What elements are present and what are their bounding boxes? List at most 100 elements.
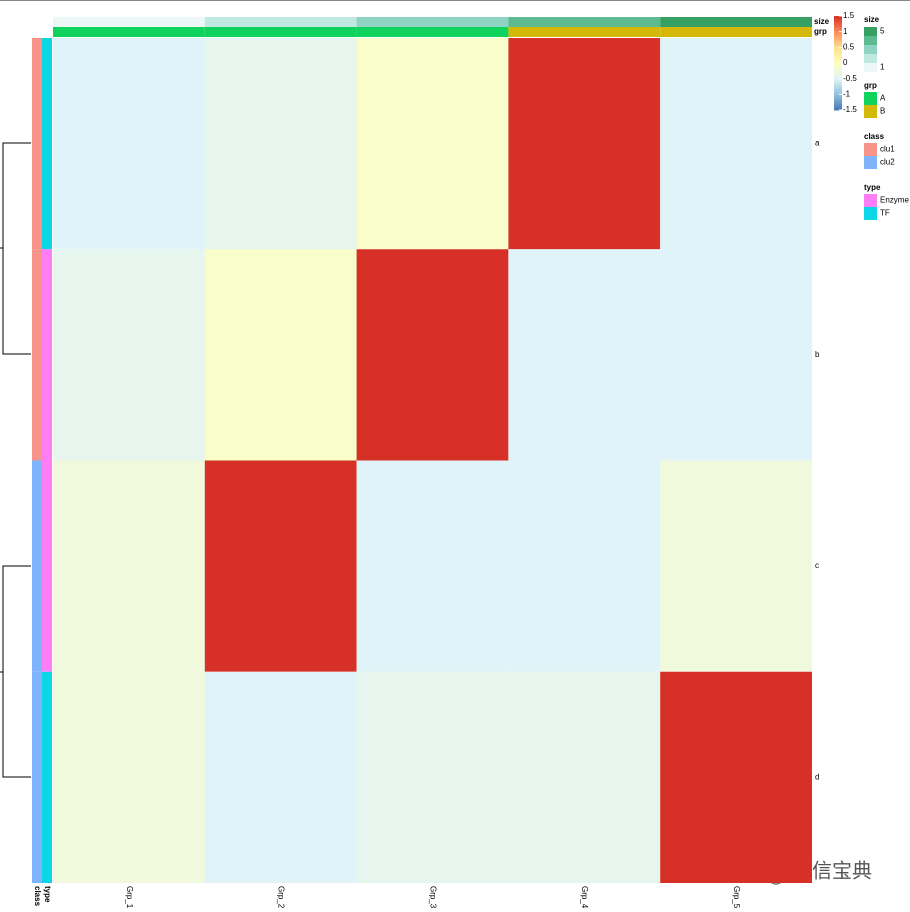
row-label: c bbox=[815, 561, 819, 570]
color-legend-step bbox=[834, 44, 842, 48]
color-legend-label: 1 bbox=[843, 27, 848, 36]
color-legend-step bbox=[834, 91, 842, 95]
color-legend-step bbox=[834, 30, 842, 33]
color-legend-step bbox=[834, 77, 842, 80]
column-annotation-cell bbox=[660, 27, 812, 37]
column-annotation-cell bbox=[508, 17, 661, 27]
row-dendrogram bbox=[0, 142, 31, 778]
heatmap-cell bbox=[356, 38, 509, 250]
color-legend-step bbox=[834, 88, 842, 92]
color-legend-step bbox=[834, 16, 842, 19]
color-legend-step bbox=[834, 39, 842, 43]
heatmap-cell bbox=[53, 460, 205, 672]
legend-label: Enzyme bbox=[880, 196, 909, 205]
row-label: d bbox=[815, 772, 819, 781]
color-legend-step bbox=[834, 51, 842, 55]
heatmap-cell bbox=[508, 671, 661, 883]
legend-swatch bbox=[864, 63, 877, 72]
color-legend-step bbox=[834, 70, 842, 73]
color-legend-step bbox=[834, 41, 842, 45]
column-annotation-name: size bbox=[814, 17, 830, 26]
color-legend-step bbox=[834, 81, 842, 85]
legend-swatch bbox=[864, 27, 877, 36]
color-legend-step bbox=[834, 34, 842, 38]
heatmap-cell bbox=[660, 249, 812, 461]
legend-swatch bbox=[864, 105, 877, 118]
legend-swatch bbox=[864, 45, 877, 54]
color-legend-step bbox=[834, 86, 842, 90]
color-legend-step bbox=[834, 93, 842, 97]
color-legend-step bbox=[834, 72, 842, 76]
column-annotation-cell bbox=[204, 17, 357, 27]
heatmap-cell bbox=[508, 460, 661, 672]
legend-swatch bbox=[864, 207, 877, 220]
color-legend-label: 0.5 bbox=[843, 42, 855, 51]
row-annotation-cell bbox=[42, 460, 52, 672]
heatmap-cell bbox=[204, 671, 357, 883]
legend-label: B bbox=[880, 107, 885, 116]
row-annotation-cell bbox=[32, 671, 42, 883]
color-legend-step bbox=[834, 48, 842, 52]
column-label: Grp_4 bbox=[580, 886, 589, 909]
color-legend-step bbox=[834, 46, 842, 50]
legend-swatch bbox=[864, 156, 877, 169]
column-annotation-cell bbox=[53, 17, 205, 27]
dendrogram-branch bbox=[2, 142, 31, 355]
row-annotation-cell bbox=[42, 249, 52, 461]
column-annotation-cell bbox=[204, 27, 357, 37]
row-annotation-cell bbox=[32, 38, 42, 250]
legend-label: clu2 bbox=[880, 158, 895, 167]
color-legend-step bbox=[834, 84, 842, 87]
legend-label: 1 bbox=[880, 63, 885, 72]
color-legend-step bbox=[834, 79, 842, 83]
color-legend-step bbox=[834, 105, 842, 109]
column-label: Grp_2 bbox=[277, 886, 286, 909]
color-legend-step bbox=[834, 18, 842, 22]
heatmap-cell bbox=[356, 249, 509, 461]
legend-label: clu1 bbox=[880, 145, 895, 154]
color-legend-step bbox=[834, 63, 842, 66]
dendrogram-branch bbox=[0, 247, 3, 673]
dendrogram-branch bbox=[2, 565, 31, 778]
heatmap-cell bbox=[356, 460, 509, 672]
color-legend-step bbox=[834, 65, 842, 69]
color-legend-step bbox=[834, 60, 842, 64]
column-label: Grp_3 bbox=[428, 886, 437, 909]
color-legend-label: -1 bbox=[843, 89, 851, 98]
color-legend-step bbox=[834, 27, 842, 31]
column-annotation-name: grp bbox=[814, 27, 827, 36]
heatmap-cell bbox=[660, 671, 812, 883]
legend-swatch bbox=[864, 143, 877, 156]
color-legend-step bbox=[834, 32, 842, 36]
heatmap-cell bbox=[356, 671, 509, 883]
heatmap-cell bbox=[53, 38, 205, 250]
legend-title: grp bbox=[864, 81, 877, 90]
color-legend-step bbox=[834, 100, 842, 104]
heatmap-cell bbox=[53, 249, 205, 461]
column-annotation-cell bbox=[356, 27, 509, 37]
row-annotation-cell bbox=[42, 671, 52, 883]
color-legend-step bbox=[834, 67, 842, 71]
legend-label: A bbox=[880, 94, 886, 103]
color-legend-step bbox=[834, 20, 842, 24]
heatmap-cell bbox=[204, 38, 357, 250]
legend-title: class bbox=[864, 132, 885, 141]
heatmap-cell bbox=[53, 671, 205, 883]
color-legend-label: 1.5 bbox=[843, 11, 855, 20]
color-legend-step bbox=[834, 98, 842, 102]
column-annotation-cell bbox=[508, 27, 661, 37]
heatmap-cell bbox=[660, 38, 812, 250]
color-legend-step bbox=[834, 23, 842, 26]
heatmap-cell bbox=[660, 460, 812, 672]
color-legend-label: 0 bbox=[843, 58, 848, 67]
heatmap-cell bbox=[204, 249, 357, 461]
heatmap-cell bbox=[508, 38, 661, 250]
color-legend-step bbox=[834, 55, 842, 59]
legend-swatch bbox=[864, 36, 877, 45]
color-legend-step bbox=[834, 74, 842, 78]
row-label: a bbox=[815, 139, 820, 148]
row-label: b bbox=[815, 350, 820, 359]
legend-title: type bbox=[864, 183, 881, 192]
color-legend-label: -0.5 bbox=[843, 74, 857, 83]
column-label: Grp_1 bbox=[125, 886, 134, 909]
